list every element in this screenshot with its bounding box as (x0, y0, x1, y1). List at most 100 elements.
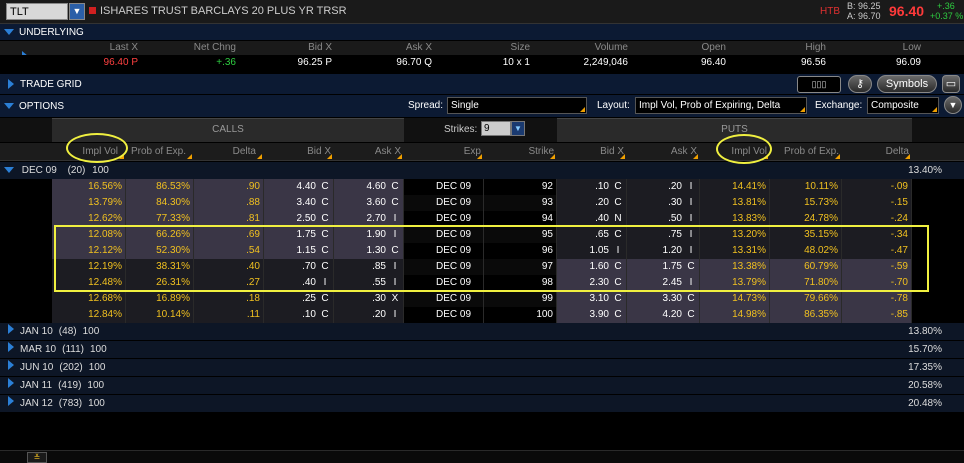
put-bid-cell[interactable]: 3.90 C (557, 307, 627, 323)
call-ask-cell[interactable]: .20 I (334, 307, 404, 323)
call-delta-cell[interactable]: .11 (194, 307, 264, 323)
call-prob-cell[interactable]: 77.33% (126, 211, 194, 227)
col-strike[interactable]: Strike (484, 143, 557, 161)
put-ask-cell[interactable]: .50 I (627, 211, 700, 227)
series-row[interactable]: JAN 12 (783) 100 20.48% (0, 395, 964, 412)
strike-cell[interactable]: 100 (484, 307, 557, 323)
call-bid-cell[interactable]: 1.75 C (264, 227, 334, 243)
chain-row[interactable]: 12.19% 38.31% .40.70 C .85 I DEC 09 97 1.60 C 1.75… (0, 259, 964, 275)
symbols-button[interactable]: Symbols (877, 75, 937, 93)
symbol-input[interactable]: TLT (6, 3, 68, 20)
call-delta-cell[interactable]: .27 (194, 275, 264, 291)
exp-cell[interactable]: DEC 09 (404, 227, 484, 243)
call-bid-cell[interactable]: .70 C (264, 259, 334, 275)
chain-row[interactable]: 13.79% 84.30% .88 3.40 C 3.60 C DEC 09 93 .20 C .30… (0, 195, 964, 211)
call-delta-cell[interactable]: .69 (194, 227, 264, 243)
expand-panel-icon[interactable]: ≚ (27, 452, 47, 463)
call-impl-vol-cell[interactable]: 12.62% (52, 211, 126, 227)
put-prob-cell[interactable]: 35.15% (770, 227, 842, 243)
col-call-ask[interactable]: Ask X (334, 143, 404, 161)
call-prob-cell[interactable]: 66.26% (126, 227, 194, 243)
strikes-dropdown-icon[interactable]: ▼ (511, 121, 525, 136)
strike-cell[interactable]: 99 (484, 291, 557, 307)
call-delta-cell[interactable]: .90 (194, 179, 264, 195)
put-impl-vol-cell[interactable]: 14.98% (700, 307, 770, 323)
call-impl-vol-cell[interactable]: 12.84% (52, 307, 126, 323)
chain-row[interactable]: 16.56% 86.53% .90 4.40 C 4.60 C DEC 09 92 .10 C .20… (0, 179, 964, 195)
strike-cell[interactable]: 95 (484, 227, 557, 243)
put-delta-cell[interactable]: -.70 (842, 275, 912, 291)
underlying-section-header[interactable]: UNDERLYING (0, 24, 964, 40)
col-put-bid[interactable]: Bid X (557, 143, 627, 161)
chain-row[interactable]: 12.08% 66.26% .69 1.75 C 1.90 I DEC 09 95 .65 C .75… (0, 227, 964, 243)
exp-cell[interactable]: DEC 09 (404, 179, 484, 195)
exp-cell[interactable]: DEC 09 (404, 275, 484, 291)
call-bid-cell[interactable]: .25 C (264, 291, 334, 307)
expand-icon[interactable] (8, 79, 14, 89)
put-impl-vol-cell[interactable]: 13.81% (700, 195, 770, 211)
put-impl-vol-cell[interactable]: 13.83% (700, 211, 770, 227)
call-ask-cell[interactable]: 1.30 C (334, 243, 404, 259)
put-bid-cell[interactable]: .65 C (557, 227, 627, 243)
chain-row[interactable]: 12.12% 52.30% .54 1.15 C 1.30 C DEC 09 96 1.05 I 1.… (0, 243, 964, 259)
call-ask-cell[interactable]: 2.70 I (334, 211, 404, 227)
col-call-bid[interactable]: Bid X (264, 143, 334, 161)
chain-row[interactable]: 12.62% 77.33% .81 2.50 C 2.70 I DEC 09 94 .40 N .50… (0, 211, 964, 227)
call-delta-cell[interactable]: .81 (194, 211, 264, 227)
col-call-prob[interactable]: Prob of Exp. (126, 143, 194, 161)
exp-cell[interactable]: DEC 09 (404, 259, 484, 275)
window-icon[interactable]: ▭ (942, 75, 960, 93)
put-ask-cell[interactable]: .20 I (627, 179, 700, 195)
put-prob-cell[interactable]: 60.79% (770, 259, 842, 275)
series-row[interactable]: JAN 11 (419) 100 20.58% (0, 377, 964, 394)
put-delta-cell[interactable]: -.15 (842, 195, 912, 211)
call-bid-cell[interactable]: .10 C (264, 307, 334, 323)
call-prob-cell[interactable]: 26.31% (126, 275, 194, 291)
call-delta-cell[interactable]: .18 (194, 291, 264, 307)
call-impl-vol-cell[interactable]: 13.79% (52, 195, 126, 211)
strike-cell[interactable]: 94 (484, 211, 557, 227)
strike-cell[interactable]: 93 (484, 195, 557, 211)
exp-cell[interactable]: DEC 09 (404, 307, 484, 323)
col-put-delta[interactable]: Delta (842, 143, 912, 161)
trade-grid-section[interactable]: TRADE GRID (0, 74, 964, 94)
call-impl-vol-cell[interactable]: 12.12% (52, 243, 126, 259)
collapse-icon[interactable] (4, 29, 14, 35)
put-impl-vol-cell[interactable]: 13.20% (700, 227, 770, 243)
call-impl-vol-cell[interactable]: 12.48% (52, 275, 126, 291)
put-ask-cell[interactable]: 1.20 I (627, 243, 700, 259)
call-ask-cell[interactable]: 1.90 I (334, 227, 404, 243)
call-bid-cell[interactable]: 3.40 C (264, 195, 334, 211)
call-ask-cell[interactable]: .55 I (334, 275, 404, 291)
put-delta-cell[interactable]: -.09 (842, 179, 912, 195)
col-call-delta[interactable]: Delta (194, 143, 264, 161)
series-row[interactable]: JUN 10 (202) 100 17.35% (0, 359, 964, 376)
put-bid-cell[interactable]: 3.10 C (557, 291, 627, 307)
col-exp[interactable]: Exp (404, 143, 484, 161)
put-delta-cell[interactable]: -.24 (842, 211, 912, 227)
put-delta-cell[interactable]: -.47 (842, 243, 912, 259)
exp-cell[interactable]: DEC 09 (404, 243, 484, 259)
put-prob-cell[interactable]: 10.11% (770, 179, 842, 195)
call-bid-cell[interactable]: 1.15 C (264, 243, 334, 259)
put-bid-cell[interactable]: .20 C (557, 195, 627, 211)
call-delta-cell[interactable]: .54 (194, 243, 264, 259)
exp-cell[interactable]: DEC 09 (404, 211, 484, 227)
call-prob-cell[interactable]: 16.89% (126, 291, 194, 307)
put-delta-cell[interactable]: -.59 (842, 259, 912, 275)
put-prob-cell[interactable]: 24.78% (770, 211, 842, 227)
layout-select[interactable]: Impl Vol, Prob of Expiring, Delta (635, 97, 807, 114)
exp-cell[interactable]: DEC 09 (404, 291, 484, 307)
expand-icon[interactable] (8, 360, 14, 370)
put-impl-vol-cell[interactable]: 13.79% (700, 275, 770, 291)
col-put-prob[interactable]: Prob of Exp. (770, 143, 842, 161)
put-bid-cell[interactable]: .10 C (557, 179, 627, 195)
put-bid-cell[interactable]: 1.60 C (557, 259, 627, 275)
call-impl-vol-cell[interactable]: 12.19% (52, 259, 126, 275)
call-bid-cell[interactable]: 4.40 C (264, 179, 334, 195)
strike-cell[interactable]: 96 (484, 243, 557, 259)
call-prob-cell[interactable]: 38.31% (126, 259, 194, 275)
strikes-input[interactable]: 9 (481, 121, 511, 136)
exchange-select[interactable]: Composite (867, 97, 939, 114)
put-ask-cell[interactable]: 1.75 C (627, 259, 700, 275)
